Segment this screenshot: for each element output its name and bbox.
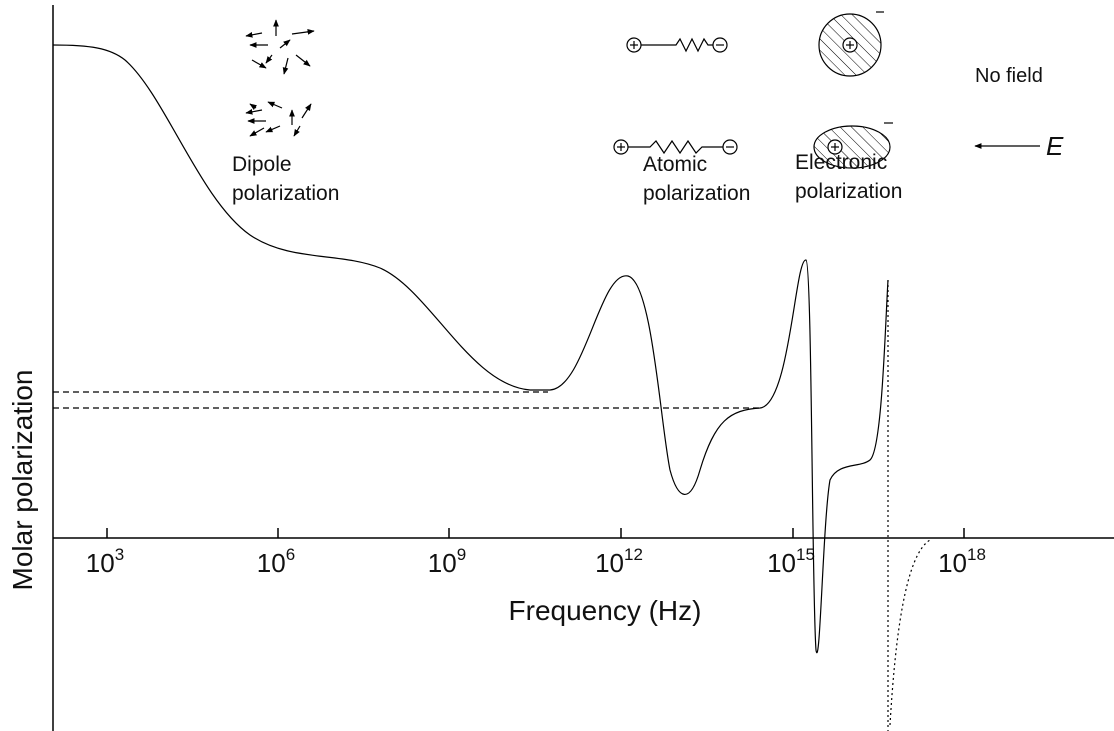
- electronic-label: Electronic: [795, 151, 887, 174]
- dipole-label: Dipole: [232, 153, 292, 176]
- tick-exponent: 9: [457, 545, 466, 564]
- diagram: 103106109101210151018 No field E Dipole: [0, 0, 1114, 731]
- tick-base: 10: [938, 548, 967, 578]
- tick-base: 10: [595, 548, 624, 578]
- atomic-label: polarization: [643, 182, 750, 205]
- tick-exponent: 15: [796, 545, 815, 564]
- electronic-label: polarization: [795, 180, 902, 203]
- dotted-curve: [890, 540, 930, 725]
- x-tick-label: 1018: [938, 545, 986, 578]
- y-axis-label: Molar polarization: [7, 370, 38, 591]
- x-tick-label: 109: [428, 545, 466, 578]
- field-label: E: [1046, 131, 1064, 161]
- electronic-icon: [814, 12, 893, 168]
- x-tick-label: 1015: [767, 545, 815, 578]
- tick-exponent: 6: [286, 545, 295, 564]
- atomic-label: Atomic: [643, 153, 707, 176]
- atomic-icon: [614, 38, 737, 154]
- dipole-icon: [246, 20, 314, 136]
- page: 103106109101210151018 No field E Dipole: [0, 0, 1114, 731]
- tick-base: 10: [86, 548, 115, 578]
- tick-base: 10: [257, 548, 286, 578]
- tick-base: 10: [428, 548, 457, 578]
- no-field-label: No field: [975, 65, 1043, 87]
- tick-exponent: 18: [967, 545, 986, 564]
- polarization-curve: [53, 45, 888, 653]
- x-tick-label: 106: [257, 545, 295, 578]
- tick-base: 10: [767, 548, 796, 578]
- tick-exponent: 3: [115, 545, 124, 564]
- x-tick-label: 103: [86, 545, 124, 578]
- dipole-label: polarization: [232, 182, 339, 205]
- x-tick-label: 1012: [595, 545, 643, 578]
- tick-exponent: 12: [624, 545, 643, 564]
- x-axis-label: Frequency (Hz): [509, 595, 702, 626]
